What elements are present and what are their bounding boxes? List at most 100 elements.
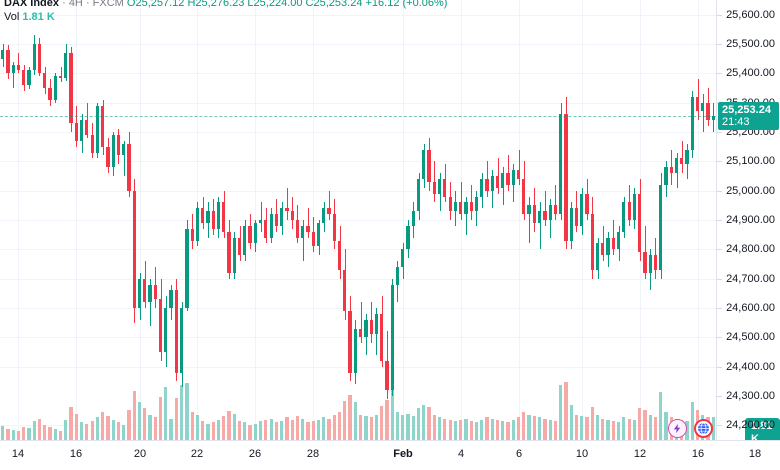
- volume-bar: [374, 414, 379, 440]
- time-axis-label: 18: [748, 448, 762, 460]
- candle-body: [506, 173, 510, 185]
- candle-body: [211, 211, 215, 229]
- volume-bar: [101, 412, 105, 440]
- price-axis-label: 25,400.00: [726, 67, 775, 80]
- candle-body: [227, 231, 231, 273]
- candle-body: [495, 176, 500, 188]
- volume-bar: [295, 416, 300, 440]
- lightning-bolt-icon[interactable]: [668, 419, 687, 438]
- candle-body: [406, 225, 410, 250]
- candle-body: [390, 284, 394, 391]
- candle-wick: [461, 181, 462, 220]
- grid-line-horizontal: [0, 132, 716, 133]
- volume-bar: [359, 414, 363, 440]
- volume-bar: [243, 422, 247, 440]
- chart-plot-area[interactable]: [0, 0, 716, 440]
- grid-line-horizontal: [0, 308, 716, 309]
- volume-bar: [522, 412, 526, 440]
- candle-body: [543, 211, 547, 220]
- grid-line-vertical: [403, 0, 404, 440]
- candle-body: [58, 76, 63, 78]
- grid-line-vertical: [698, 0, 699, 440]
- volume-bar: [201, 421, 205, 440]
- volume-bar: [148, 414, 152, 440]
- candle-wick: [18, 52, 19, 74]
- volume-bar: [659, 392, 663, 440]
- volume-bar: [232, 413, 236, 440]
- time-axis-label: 26: [248, 448, 262, 460]
- candle-body: [459, 202, 463, 215]
- candle-body: [564, 114, 568, 241]
- volume-bar: [227, 411, 231, 440]
- price-axis-tick: [717, 366, 722, 368]
- candle-body: [85, 120, 89, 135]
- volume-bar: [564, 382, 568, 440]
- candle-body: [153, 284, 157, 300]
- candle-body: [1, 49, 5, 59]
- candle-wick: [545, 190, 546, 226]
- volume-bar: [85, 423, 89, 440]
- candle-body: [606, 237, 610, 256]
- price-axis-tick: [717, 220, 722, 221]
- candle-body: [122, 143, 126, 156]
- volume-bar: [627, 418, 631, 440]
- candle-body: [180, 308, 184, 373]
- candle-body: [638, 193, 642, 253]
- grid-line-horizontal: [0, 73, 716, 75]
- time-axis[interactable]: 141620222628Feb461012161820: [0, 440, 780, 470]
- candle-body: [90, 134, 94, 153]
- candle-body: [553, 205, 558, 215]
- candle-body: [385, 360, 389, 391]
- candle-body: [474, 196, 479, 212]
- volume-bar: [37, 418, 42, 440]
- price-axis[interactable]: 25,253.24 21:43 1.81 K 25,600.00 25,500.0…: [716, 0, 780, 448]
- volume-bar: [711, 417, 715, 440]
- volume-bar: [480, 419, 484, 440]
- last-price-badge[interactable]: 25,253.24 21:43: [718, 102, 779, 131]
- candle-body: [306, 225, 310, 232]
- time-axis-label: 10: [575, 448, 589, 460]
- candle-body: [258, 220, 263, 223]
- candle-body: [116, 134, 121, 156]
- candle-body: [237, 237, 242, 256]
- last-price-value: 25,253.24: [722, 104, 771, 117]
- volume-bar: [158, 397, 163, 440]
- volume-bar: [190, 412, 194, 440]
- candle-body: [374, 313, 379, 335]
- candle-body: [32, 44, 36, 71]
- time-axis-label: 16: [69, 448, 83, 460]
- volume-bar: [74, 413, 78, 440]
- candle-body: [685, 149, 689, 165]
- volume-bar: [95, 417, 99, 440]
- candle-body: [348, 310, 352, 373]
- candle-body: [48, 88, 52, 100]
- candle-body: [538, 211, 542, 223]
- volume-bar: [22, 427, 26, 440]
- candle-body: [79, 120, 84, 141]
- globe-icon[interactable]: [694, 419, 713, 438]
- candle-body: [37, 44, 42, 74]
- price-axis-label: 24,200.00: [726, 419, 775, 432]
- candle-body: [464, 202, 468, 215]
- volume-bar: [111, 419, 115, 440]
- volume-bar: [364, 416, 368, 440]
- candle-body: [580, 193, 584, 226]
- candle-body: [653, 255, 658, 270]
- volume-bar: [58, 431, 63, 440]
- candle-body: [43, 73, 47, 88]
- volume-bar: [306, 422, 310, 440]
- candle-wick: [529, 196, 530, 244]
- price-axis-tick: [717, 308, 722, 309]
- volume-bar: [348, 394, 352, 440]
- candle-body: [669, 167, 673, 174]
- volume-bar: [337, 412, 342, 440]
- candle-wick: [124, 140, 125, 176]
- price-axis-label: 25,500.00: [726, 38, 775, 50]
- candle-body: [527, 205, 531, 215]
- candle-body: [422, 149, 426, 179]
- candle-body: [295, 220, 300, 238]
- volume-bar: [516, 417, 521, 440]
- volume-bar: [506, 422, 510, 440]
- candle-body: [701, 102, 705, 112]
- candle-body: [16, 64, 21, 71]
